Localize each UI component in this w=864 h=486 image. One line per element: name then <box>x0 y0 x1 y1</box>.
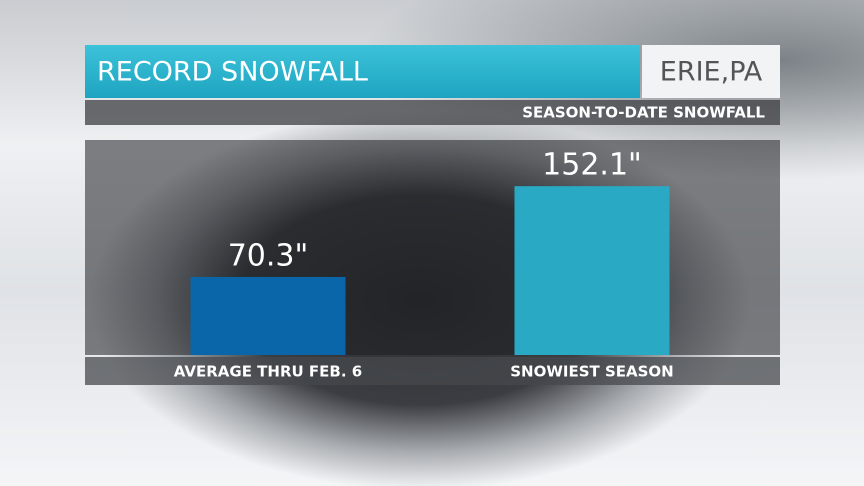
subtitle: SEASON-TO-DATE SNOWFALL <box>522 104 765 122</box>
category-bar <box>85 357 780 385</box>
location-box <box>642 45 780 98</box>
value-label: 152.1" <box>542 148 642 183</box>
bar <box>190 276 346 355</box>
subtitle-bar <box>85 100 780 125</box>
location: ERIE,PA <box>660 57 763 88</box>
chart-title: RECORD SNOWFALL <box>97 57 368 88</box>
title-bar <box>85 45 640 98</box>
x-tick-label: SNOWIEST SEASON <box>510 363 674 381</box>
x-tick-label: AVERAGE THRU FEB. 6 <box>174 363 362 381</box>
value-label: 70.3" <box>228 238 309 273</box>
bar <box>514 186 670 355</box>
plot-panel <box>85 140 780 355</box>
